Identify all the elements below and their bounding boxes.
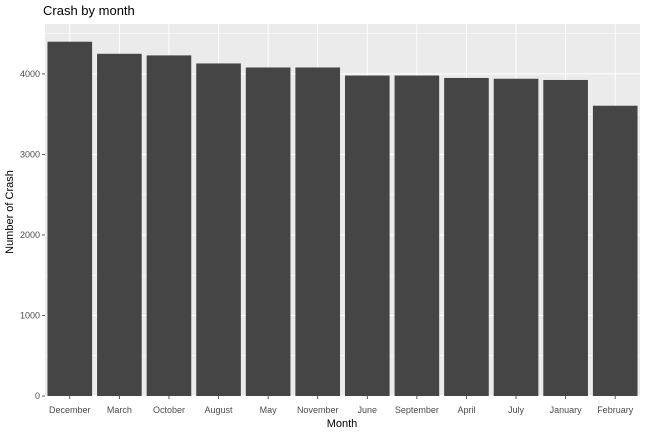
x-axis: December March October August May November Jun… bbox=[49, 396, 634, 415]
x-axis-title: Month bbox=[327, 418, 358, 430]
minor-gridlines bbox=[45, 33, 640, 356]
y-tick-label: 1000 bbox=[20, 310, 40, 320]
x-tick-label: April bbox=[457, 405, 475, 415]
bar-april bbox=[444, 77, 489, 396]
bar-december bbox=[47, 41, 93, 396]
x-tick-label: October bbox=[153, 405, 185, 415]
bar-august bbox=[196, 63, 241, 397]
y-tick-label: 4000 bbox=[20, 69, 40, 79]
y-tick-label: 3000 bbox=[20, 149, 40, 159]
x-tick-label: July bbox=[508, 405, 525, 415]
bar-january bbox=[543, 79, 588, 397]
bar-july bbox=[493, 78, 539, 397]
bar-september bbox=[394, 75, 440, 396]
y-axis: 0 1000 2000 3000 4000 bbox=[20, 69, 45, 401]
x-tick-label: May bbox=[260, 405, 278, 415]
bar-october bbox=[146, 55, 192, 397]
x-tick-label: November bbox=[297, 405, 339, 415]
bars bbox=[47, 41, 638, 397]
bar-february bbox=[592, 105, 638, 397]
x-tick-label: September bbox=[395, 405, 439, 415]
bar-june bbox=[344, 75, 390, 396]
chart-title: Crash by month bbox=[43, 3, 135, 18]
x-tick-label: August bbox=[205, 405, 234, 415]
y-tick-label: 0 bbox=[35, 391, 40, 401]
y-tick-label: 2000 bbox=[20, 230, 40, 240]
y-axis-title: Number of Crash bbox=[4, 170, 16, 254]
x-tick-label: January bbox=[550, 405, 583, 415]
bar-may bbox=[245, 67, 291, 396]
x-tick-label: December bbox=[49, 405, 91, 415]
bar-march bbox=[97, 53, 142, 396]
x-tick-label: February bbox=[597, 405, 634, 415]
plot-panel bbox=[45, 24, 640, 396]
x-tick-label: March bbox=[107, 405, 132, 415]
x-tick-label: June bbox=[358, 405, 378, 415]
bar-november bbox=[295, 67, 341, 396]
